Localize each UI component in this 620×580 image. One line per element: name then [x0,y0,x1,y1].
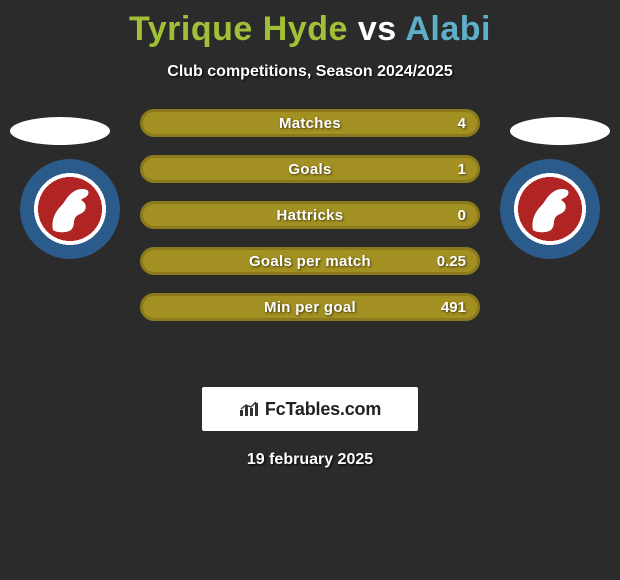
club-crest-b [500,159,600,259]
stat-value: 491 [441,299,466,316]
horse-icon [47,184,93,234]
stat-value: 1 [458,161,466,178]
bar-chart-icon [239,401,259,417]
stat-label: Matches [279,115,341,132]
stat-bar: Goals per match 0.25 [140,247,480,275]
stat-label: Goals [288,161,331,178]
stat-label: Goals per match [249,253,371,270]
stat-value: 0 [458,207,466,224]
player-b-name: Alabi [405,10,491,48]
date-text: 19 february 2025 [0,451,620,469]
stat-bar: Matches 4 [140,109,480,137]
club-crest-a [20,159,120,259]
page-title: Tyrique Hyde vs Alabi [0,0,620,49]
stat-bar: Min per goal 491 [140,293,480,321]
stat-value: 0.25 [437,253,466,270]
stat-bars: Matches 4 Goals 1 Hattricks 0 Goals per … [140,109,480,321]
player-a-silhouette [10,117,110,145]
brand-text: FcTables.com [265,399,381,420]
horse-icon [527,184,573,234]
stat-bar: Hattricks 0 [140,201,480,229]
player-b-silhouette [510,117,610,145]
stat-label: Hattricks [277,207,344,224]
comparison-stage: Matches 4 Goals 1 Hattricks 0 Goals per … [0,109,620,369]
stat-bar: Goals 1 [140,155,480,183]
subtitle: Club competitions, Season 2024/2025 [0,63,620,81]
player-a-name: Tyrique Hyde [129,10,348,48]
brand-strip: FcTables.com [202,387,418,431]
stat-value: 4 [458,115,466,132]
vs-text: vs [358,10,397,48]
stat-label: Min per goal [264,299,356,316]
